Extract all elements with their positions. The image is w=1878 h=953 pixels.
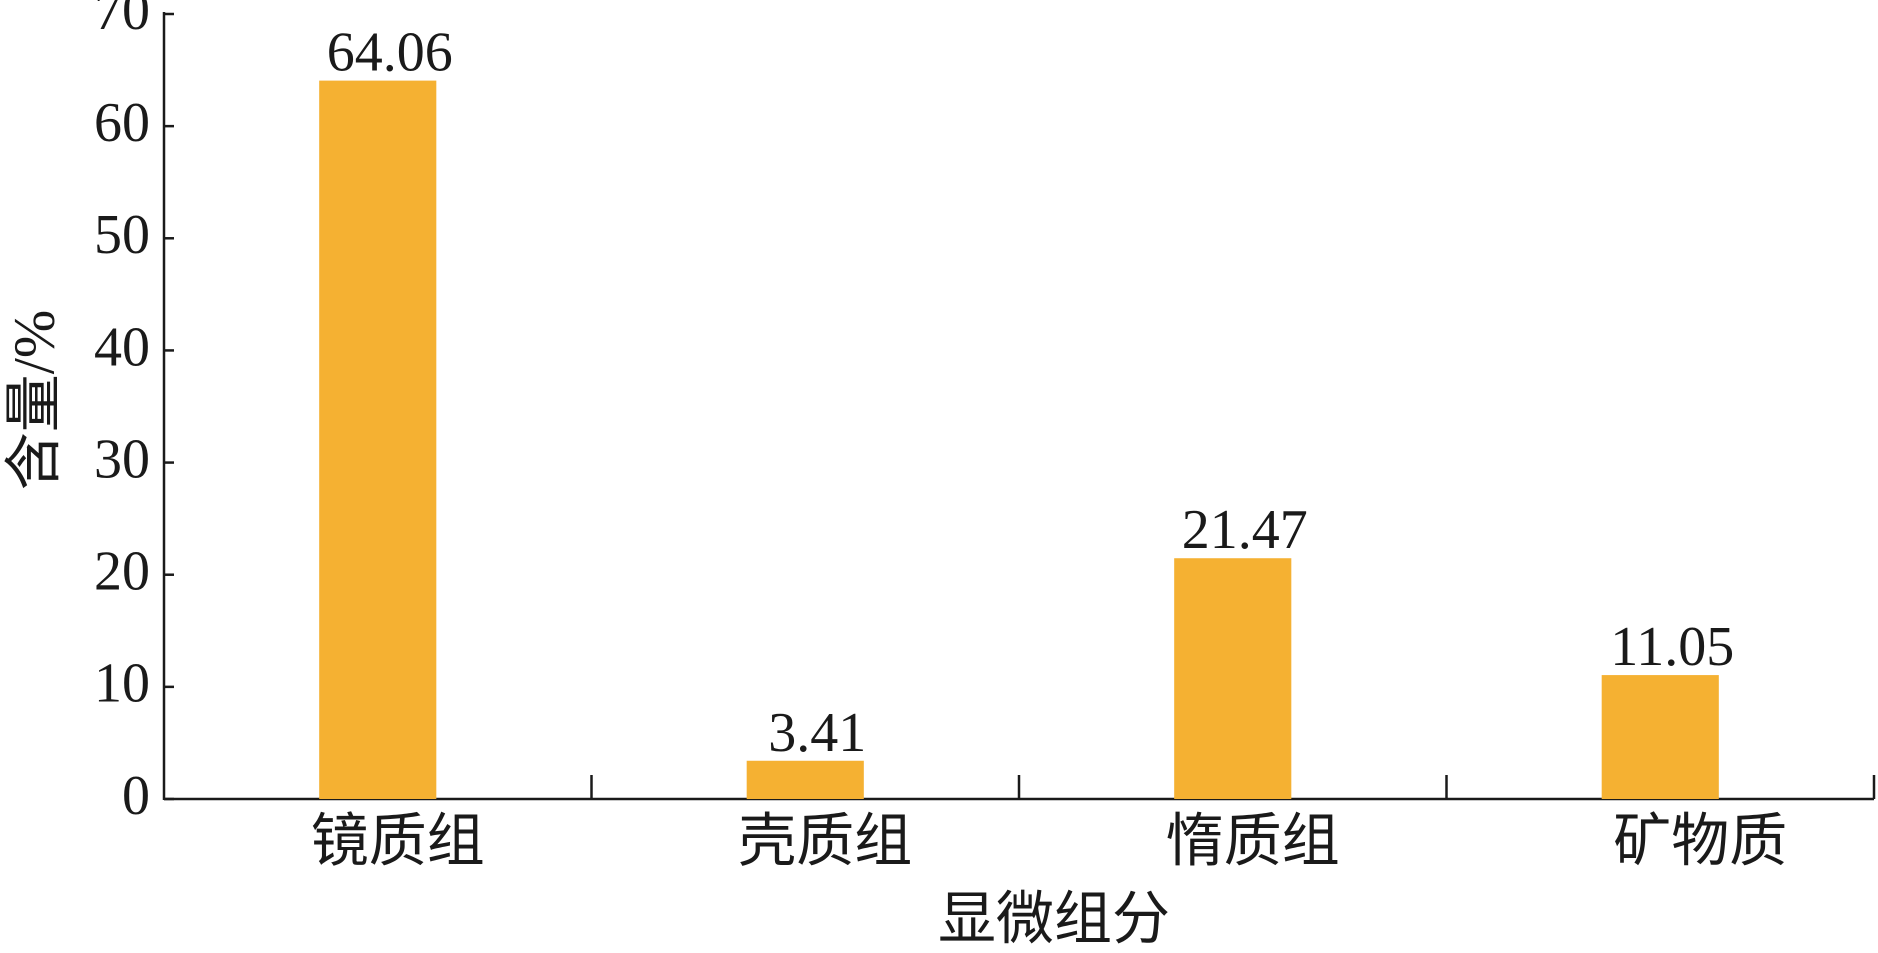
bar (746, 760, 864, 799)
y-tick-label: 20 (94, 541, 150, 603)
data-label: 64.06 (327, 22, 453, 84)
bar (1174, 558, 1292, 799)
y-tick-label: 50 (94, 204, 150, 266)
data-label: 11.05 (1610, 616, 1734, 678)
y-tick-label: 40 (94, 316, 150, 378)
y-tick-label: 0 (122, 765, 150, 827)
y-tick-label: 70 (94, 0, 150, 42)
x-tick-label: 壳质组 (738, 808, 912, 873)
x-tick-label: 镜质组 (311, 808, 485, 873)
bar (1601, 675, 1719, 799)
y-tick-label: 10 (94, 653, 150, 715)
x-tick-label: 矿物质 (1613, 808, 1787, 873)
data-label: 3.41 (768, 702, 866, 764)
y-tick-label: 60 (94, 92, 150, 154)
data-label: 21.47 (1182, 499, 1308, 561)
bar (319, 80, 437, 799)
y-tick-label: 30 (94, 428, 150, 490)
x-axis-title: 显微组分 (938, 886, 1170, 951)
y-axis-title: 含量/% (1, 310, 66, 490)
x-tick-label: 惰质组 (1166, 808, 1340, 873)
